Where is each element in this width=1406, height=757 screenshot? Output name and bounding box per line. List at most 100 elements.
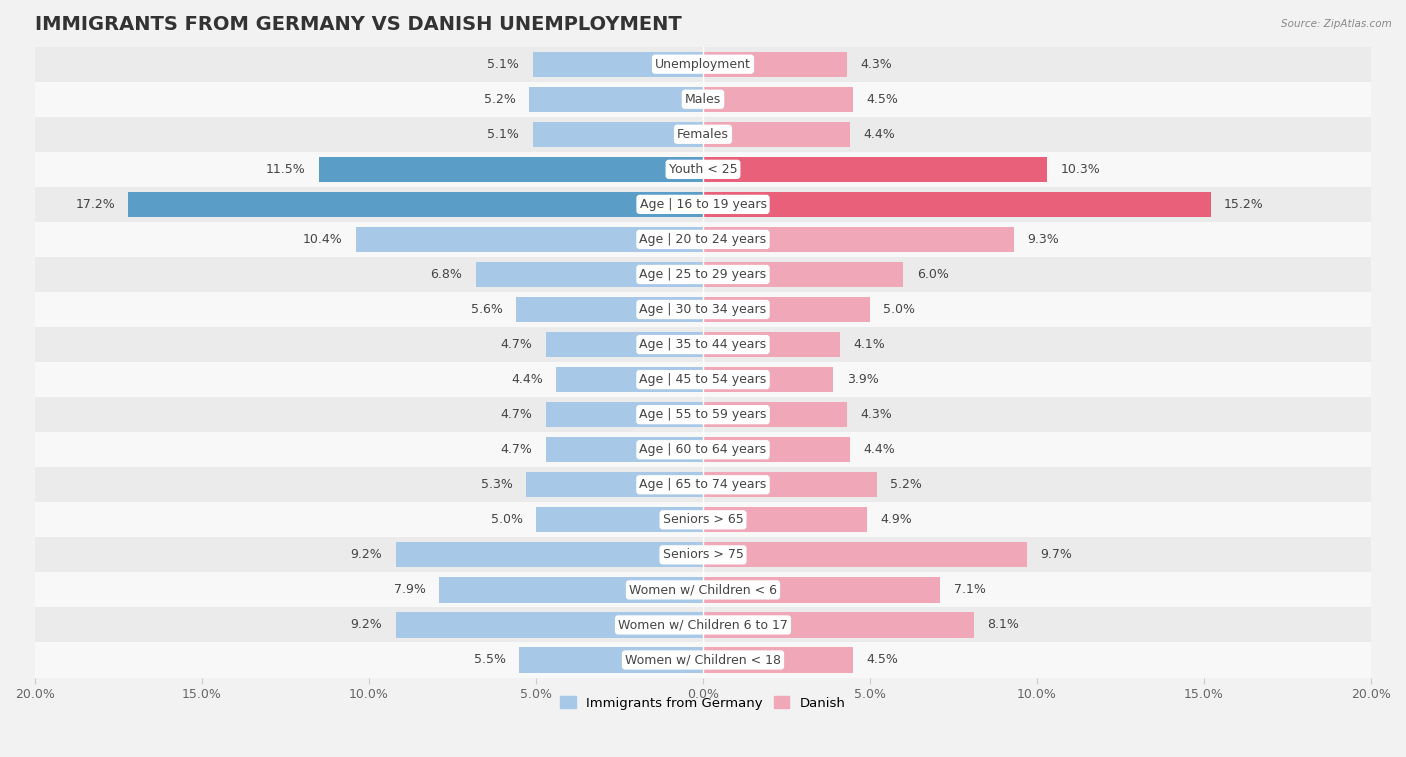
Bar [703,612,973,637]
Bar [703,578,941,603]
Bar [395,612,703,637]
Bar [35,82,1371,117]
Legend: Immigrants from Germany, Danish: Immigrants from Germany, Danish [555,691,851,715]
Text: 9.7%: 9.7% [1040,548,1073,562]
Text: 4.9%: 4.9% [880,513,911,526]
Text: 4.7%: 4.7% [501,408,533,421]
Text: 8.1%: 8.1% [987,618,1019,631]
Bar [35,47,1371,82]
Text: IMMIGRANTS FROM GERMANY VS DANISH UNEMPLOYMENT: IMMIGRANTS FROM GERMANY VS DANISH UNEMPL… [35,15,682,34]
Text: 4.7%: 4.7% [501,338,533,351]
Bar [703,472,877,497]
Text: Women w/ Children 6 to 17: Women w/ Children 6 to 17 [619,618,787,631]
Bar [35,362,1371,397]
Text: 5.6%: 5.6% [471,303,502,316]
Bar [533,122,703,147]
Bar [529,86,703,112]
Text: Age | 20 to 24 years: Age | 20 to 24 years [640,233,766,246]
Text: 4.1%: 4.1% [853,338,884,351]
Text: 9.2%: 9.2% [350,618,382,631]
Bar [703,51,846,76]
Bar [35,327,1371,362]
Bar [703,437,851,463]
Text: Women w/ Children < 18: Women w/ Children < 18 [626,653,780,666]
Bar [703,332,839,357]
Text: Age | 16 to 19 years: Age | 16 to 19 years [640,198,766,211]
Text: 11.5%: 11.5% [266,163,305,176]
Text: Youth < 25: Youth < 25 [669,163,737,176]
Text: 5.0%: 5.0% [883,303,915,316]
Text: Seniors > 75: Seniors > 75 [662,548,744,562]
Text: 6.8%: 6.8% [430,268,463,281]
Bar [439,578,703,603]
Bar [703,542,1026,568]
Bar [35,432,1371,467]
Bar [356,227,703,252]
Text: 4.5%: 4.5% [866,93,898,106]
Text: 5.3%: 5.3% [481,478,513,491]
Bar [516,297,703,322]
Text: 15.2%: 15.2% [1225,198,1264,211]
Bar [546,437,703,463]
Text: 5.1%: 5.1% [488,58,519,70]
Text: Males: Males [685,93,721,106]
Text: 6.0%: 6.0% [917,268,949,281]
Bar [703,402,846,427]
Bar [35,152,1371,187]
Text: Women w/ Children < 6: Women w/ Children < 6 [628,584,778,597]
Text: Age | 65 to 74 years: Age | 65 to 74 years [640,478,766,491]
Text: 5.2%: 5.2% [890,478,922,491]
Text: 5.0%: 5.0% [491,513,523,526]
Text: Age | 35 to 44 years: Age | 35 to 44 years [640,338,766,351]
Text: 4.7%: 4.7% [501,443,533,456]
Text: Age | 60 to 64 years: Age | 60 to 64 years [640,443,766,456]
Bar [35,467,1371,503]
Bar [35,607,1371,643]
Text: Age | 45 to 54 years: Age | 45 to 54 years [640,373,766,386]
Text: Unemployment: Unemployment [655,58,751,70]
Bar [703,86,853,112]
Bar [555,367,703,392]
Bar [395,542,703,568]
Bar [35,503,1371,537]
Bar [35,572,1371,607]
Bar [526,472,703,497]
Text: 9.2%: 9.2% [350,548,382,562]
Bar [703,507,866,532]
Text: Age | 25 to 29 years: Age | 25 to 29 years [640,268,766,281]
Text: 4.3%: 4.3% [860,58,891,70]
Bar [35,643,1371,678]
Text: 4.3%: 4.3% [860,408,891,421]
Bar [703,122,851,147]
Bar [35,222,1371,257]
Text: Source: ZipAtlas.com: Source: ZipAtlas.com [1281,19,1392,29]
Bar [703,262,904,287]
Text: Females: Females [678,128,728,141]
Bar [35,257,1371,292]
Text: 9.3%: 9.3% [1026,233,1059,246]
Text: Seniors > 65: Seniors > 65 [662,513,744,526]
Bar [35,292,1371,327]
Text: 5.1%: 5.1% [488,128,519,141]
Text: 5.2%: 5.2% [484,93,516,106]
Text: 10.3%: 10.3% [1060,163,1099,176]
Text: 4.4%: 4.4% [863,128,896,141]
Text: 4.4%: 4.4% [510,373,543,386]
Bar [519,647,703,673]
Bar [35,187,1371,222]
Bar [475,262,703,287]
Text: 10.4%: 10.4% [302,233,342,246]
Text: 4.5%: 4.5% [866,653,898,666]
Bar [703,297,870,322]
Text: 5.5%: 5.5% [474,653,506,666]
Text: Age | 55 to 59 years: Age | 55 to 59 years [640,408,766,421]
Text: Age | 30 to 34 years: Age | 30 to 34 years [640,303,766,316]
Bar [533,51,703,76]
Bar [703,367,834,392]
Bar [703,647,853,673]
Bar [35,397,1371,432]
Bar [536,507,703,532]
Bar [703,227,1014,252]
Text: 3.9%: 3.9% [846,373,879,386]
Bar [35,117,1371,152]
